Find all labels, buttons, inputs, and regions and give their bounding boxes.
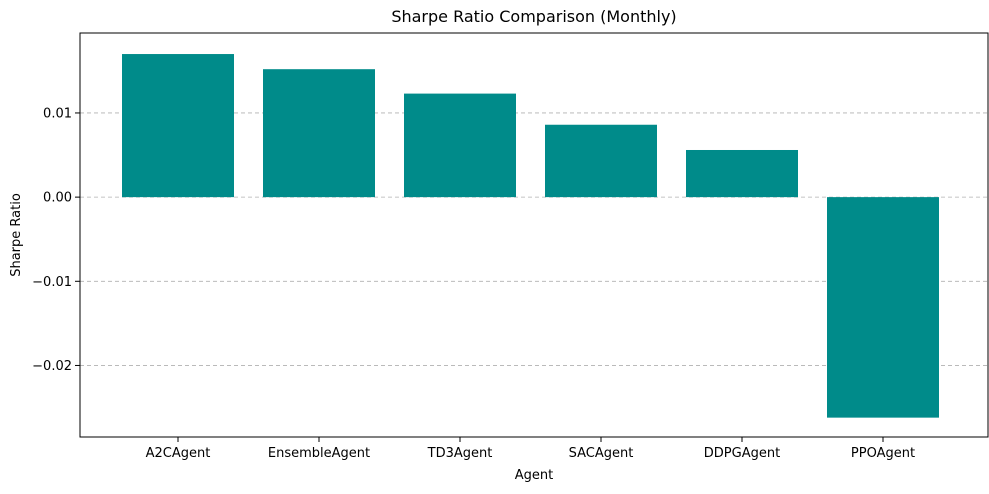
bar [686,149,798,198]
y-tick-label: −0.01 [32,275,72,290]
bar [827,197,939,418]
x-tick-label: EnsembleAgent [268,446,370,461]
x-tick-label: DDPGAgent [704,446,780,461]
x-tick-label: PPOAgent [851,446,915,461]
x-tick-label: TD3Agent [427,446,493,461]
y-tick-label: 0.01 [43,106,72,121]
bar [404,93,516,198]
x-axis-label: Agent [515,468,553,483]
chart-title: Sharpe Ratio Comparison (Monthly) [391,7,676,26]
bars [122,54,939,418]
bar [545,124,657,198]
bar [263,69,375,198]
y-axis-label: Sharpe Ratio [9,193,24,277]
x-tick-label: SACAgent [569,446,634,461]
x-axis-ticks: A2CAgent EnsembleAgent TD3Agent SACAgent DDP… [146,437,915,461]
y-axis-ticks: 0.01 0.00 −0.01 −0.02 [32,106,80,374]
plot-frame [79,32,989,438]
y-tick-label: −0.02 [32,359,72,374]
x-tick-label: A2CAgent [146,446,211,461]
y-tick-label: 0.00 [43,191,72,206]
bar [122,54,234,198]
